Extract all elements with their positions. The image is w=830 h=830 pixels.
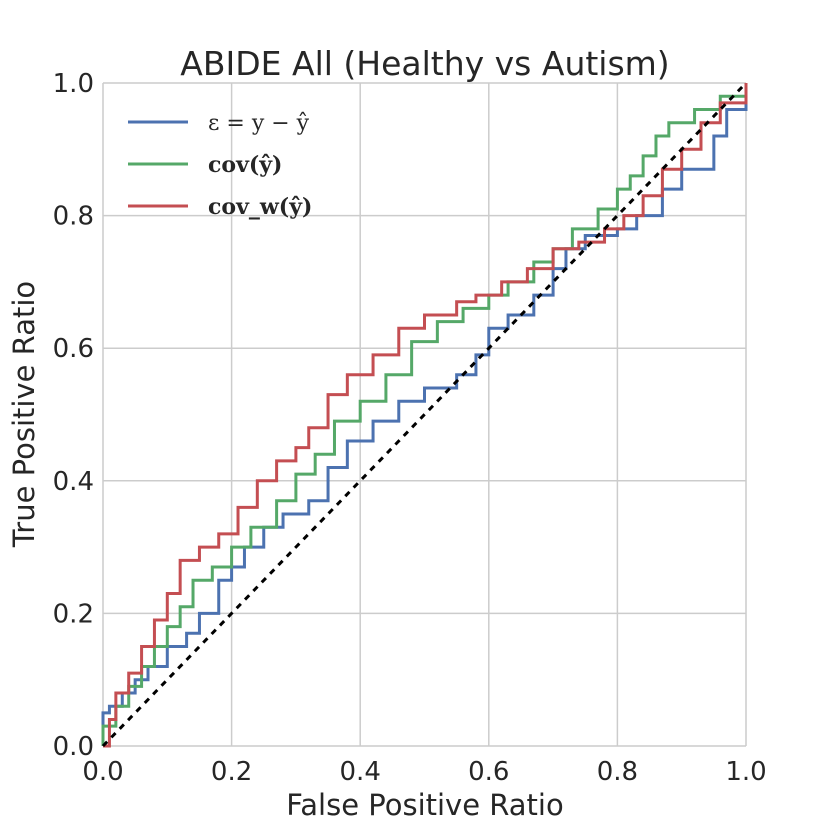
y-tick-label: 0.4 xyxy=(53,467,94,497)
x-axis-label: False Positive Ratio xyxy=(286,788,563,822)
legend-label-cov: cov(ŷ) xyxy=(208,152,282,178)
chance-diagonal xyxy=(101,81,748,748)
x-tick-label: 1.0 xyxy=(725,757,766,787)
x-tick-label: 0.6 xyxy=(468,757,509,787)
y-tick-label: 0.8 xyxy=(53,202,94,232)
y-tick-label: 0.0 xyxy=(53,732,94,762)
covw-curve xyxy=(103,83,748,748)
y-tick-label: 0.2 xyxy=(53,599,94,629)
x-tick-label: 0.0 xyxy=(82,757,123,787)
residual-curve xyxy=(101,83,748,746)
legend-label-covw: cov_w(ŷ) xyxy=(208,194,312,220)
x-tick-label: 0.2 xyxy=(211,757,252,787)
y-tick-label: 0.6 xyxy=(53,334,94,364)
chart-title: ABIDE All (Healthy vs Autism) xyxy=(180,44,669,83)
y-axis-label: True Positive Ratio xyxy=(7,281,41,548)
cov-curve xyxy=(101,83,748,746)
series-layer xyxy=(101,81,748,748)
x-tick-label: 0.4 xyxy=(340,757,381,787)
grid xyxy=(102,82,747,747)
x-tick-label: 0.8 xyxy=(597,757,638,787)
legend-label-residual: ε = y − ŷ xyxy=(208,111,310,136)
y-tick-label: 1.0 xyxy=(53,69,94,99)
tick-labels: 0.0 0.2 0.4 0.6 0.8 1.0 0.0 0.2 0.4 0.6 0.8 1.0 xyxy=(53,69,767,787)
legend: ε = y − ŷ cov(ŷ) cov_w(ŷ) xyxy=(128,111,312,220)
